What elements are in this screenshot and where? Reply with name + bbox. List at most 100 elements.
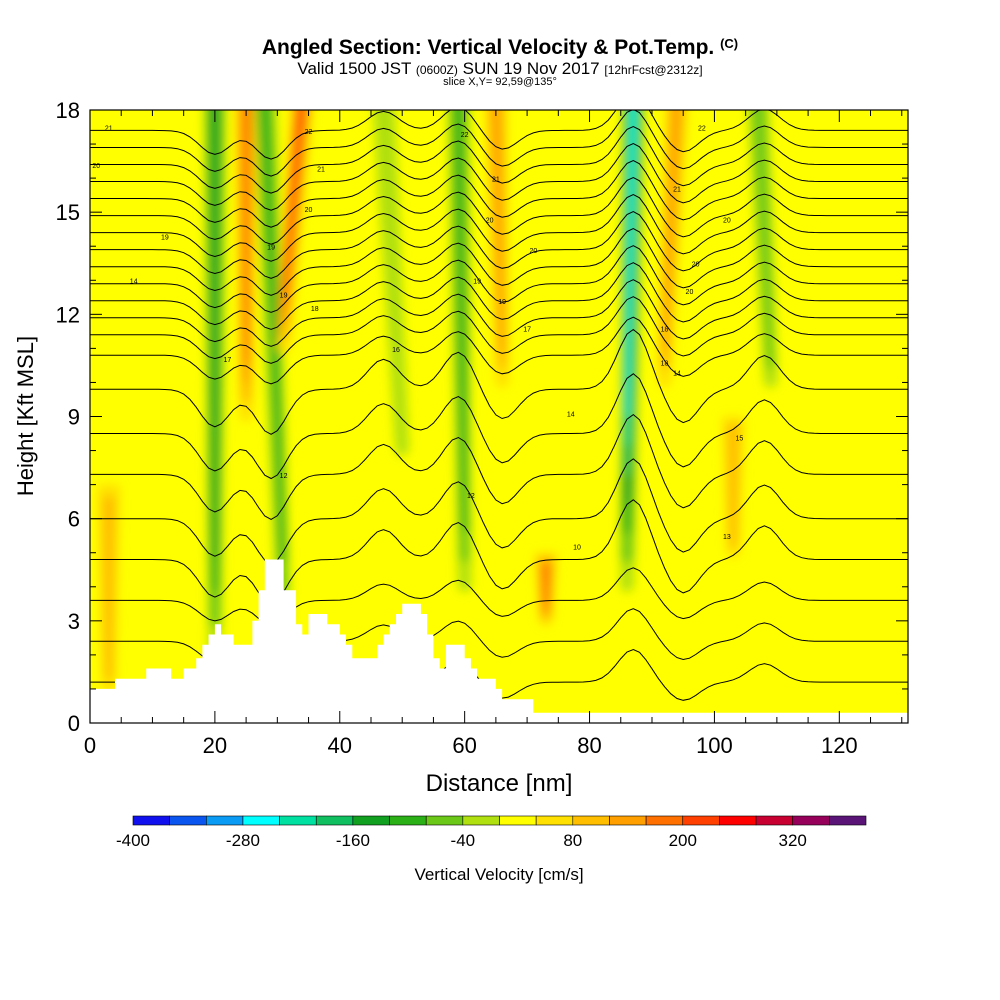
theta-contour-line <box>90 296 908 364</box>
theta-contour-line <box>90 316 908 385</box>
velocity-band <box>242 110 250 364</box>
y-tick-label: 0 <box>68 711 80 736</box>
contour-label: 20 <box>723 217 731 224</box>
colorbar-tick-label: -40 <box>451 831 476 850</box>
contour-label: 17 <box>223 357 231 364</box>
colorbar-swatch <box>682 815 720 826</box>
theta-contour-line <box>90 499 908 606</box>
terrain <box>90 559 908 723</box>
theta-contour-line <box>90 228 908 296</box>
colorbar: -400 -280 -160 -40 80 200 320 <box>116 815 867 850</box>
x-tick-label: 60 <box>452 733 476 758</box>
colorbar-swatch <box>499 815 537 826</box>
contour-label: 14 <box>673 371 681 378</box>
y-tick-label: 18 <box>56 98 80 123</box>
contour-label: 12 <box>467 493 475 500</box>
colorbar-tick-label: -160 <box>336 831 370 850</box>
colorbar-swatch <box>242 815 280 826</box>
theta-contour-line <box>90 458 908 565</box>
contour-label: 22 <box>461 132 469 139</box>
y-tick-label: 15 <box>56 200 80 225</box>
theta-contour-line <box>90 211 908 279</box>
contour-label: 12 <box>280 473 288 480</box>
colorbar-tick-label: -400 <box>116 831 150 850</box>
contour-label: 18 <box>311 306 319 313</box>
plot-area: 10 12 12 13 14 15 16 17 17 18 18 14 18 19 14 19 19 19 20 19… <box>56 98 909 758</box>
velocity-band <box>625 110 636 417</box>
contour-label: 20 <box>92 163 100 170</box>
theta-contour-line <box>90 110 908 160</box>
colorbar-swatch <box>169 815 207 826</box>
colorbar-swatch <box>755 815 793 826</box>
velocity-band <box>260 110 287 562</box>
contour-label: 20 <box>486 217 494 224</box>
theta-contour-line <box>90 110 908 177</box>
x-tick-label: 80 <box>577 733 601 758</box>
contour-label: 21 <box>673 187 681 194</box>
x-axis-label: Distance [nm] <box>426 770 573 797</box>
valid-prefix: Valid 1500 JST <box>297 59 412 78</box>
theta-contour-line <box>90 262 908 330</box>
contour-label: 20 <box>305 207 313 214</box>
colorbar-swatch <box>206 815 244 826</box>
theta-contour-line <box>90 567 908 626</box>
chart-title: Angled Section: Vertical Velocity & Pot.… <box>0 36 1000 60</box>
velocity-bands <box>97 110 778 695</box>
contour-label: 21 <box>492 177 500 184</box>
colorbar-tick-label: 200 <box>669 831 697 850</box>
theta-contour-line <box>90 413 908 520</box>
colorbar-swatch <box>572 815 610 826</box>
colorbar-swatch <box>132 815 170 826</box>
valid-utc: (0600Z) <box>415 63 458 77</box>
theta-contours <box>90 110 908 708</box>
contour-label: 10 <box>573 544 581 551</box>
contour-label: 17 <box>523 326 531 333</box>
slice-info: slice X,Y= 92,59@135° <box>443 76 557 88</box>
colorbar-swatch <box>535 815 574 826</box>
y-tick-label: 9 <box>68 405 80 430</box>
velocity-band <box>752 110 775 370</box>
x-tick-label: 120 <box>821 733 858 758</box>
colorbar-swatch <box>609 815 647 826</box>
velocity-band <box>491 110 505 353</box>
contour-label: 20 <box>692 262 700 269</box>
title-text: Angled Section: Vertical Velocity & Pot.… <box>261 36 715 59</box>
colorbar-tick-label: 80 <box>563 831 582 850</box>
y-tick-label: 6 <box>68 507 80 532</box>
contour-label: 19 <box>161 234 169 241</box>
contour-label: 16 <box>392 347 400 354</box>
y-tick-label: 3 <box>68 609 80 634</box>
y-axis-label: Height [Kft MSL] <box>13 336 38 496</box>
colorbar-label: Vertical Velocity [cm/s] <box>414 865 583 884</box>
theta-contour-line <box>90 142 908 211</box>
title-unit-mark: (C) <box>720 36 739 51</box>
colorbar-swatch <box>719 815 757 826</box>
theta-contour-line <box>90 125 908 194</box>
colorbar-swatch <box>645 815 684 826</box>
forecast-info: [12hrFcst@2312z] <box>604 63 703 77</box>
contour-label: 21 <box>317 166 325 173</box>
contour-label: 13 <box>723 534 731 541</box>
colorbar-swatch <box>352 815 390 826</box>
colorbar-tick-label: -280 <box>226 831 260 850</box>
contour-label: 18 <box>661 326 669 333</box>
contour-label: 14 <box>567 412 575 419</box>
contour-label: 15 <box>736 435 744 442</box>
contour-label: 19 <box>267 245 275 252</box>
theta-contour-line <box>90 159 908 228</box>
plot-clip-group: 10 12 12 13 14 15 16 17 17 18 18 14 18 19 14 19 19 19 20 19… <box>90 110 908 723</box>
theta-contour-line <box>90 373 908 480</box>
theta-contour-line <box>90 245 908 313</box>
colorbar-swatch <box>425 815 464 826</box>
velocity-band <box>281 110 305 293</box>
contour-label: 19 <box>498 299 506 306</box>
contour-label: 22 <box>698 125 706 132</box>
contour-label: 14 <box>130 279 138 286</box>
colorbar-tick-label: 320 <box>779 831 807 850</box>
y-tick-label: 12 <box>56 302 80 327</box>
chart-subtitle: Valid 1500 JST (0600Z) SUN 19 Nov 2017 [… <box>0 60 1000 79</box>
colorbar-swatch <box>315 815 354 826</box>
x-minor-ticks <box>120 110 903 723</box>
colorbar-swatch <box>792 815 830 826</box>
